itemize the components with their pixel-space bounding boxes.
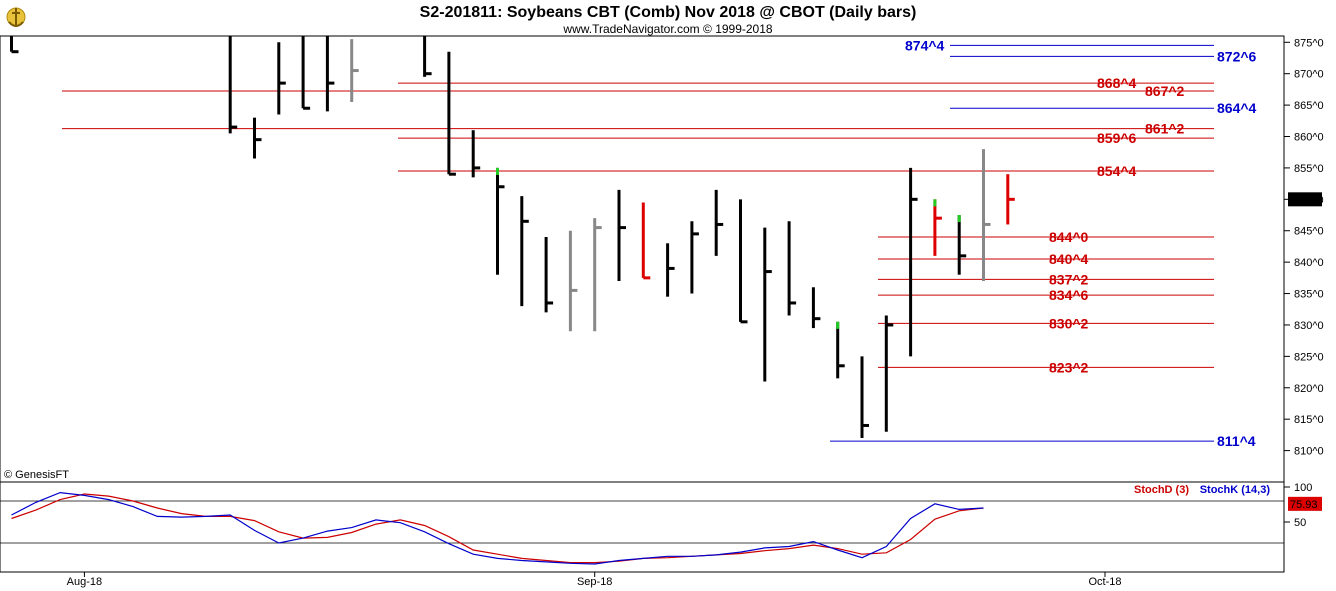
level-label: 844^0 — [1049, 229, 1089, 245]
time-tick-label: Oct-18 — [1088, 576, 1121, 588]
trade-navigator-logo — [6, 7, 26, 27]
level-label: 864^4 — [1217, 100, 1257, 116]
price-tick-label: 845^0 — [1294, 226, 1324, 238]
level-label: 868^4 — [1097, 75, 1137, 91]
level-label: 811^4 — [1217, 433, 1256, 449]
time-axis: Aug-18 Sep-18 Oct-18 — [67, 572, 1122, 588]
level-label: 861^2 — [1145, 121, 1185, 137]
stochd-legend: StochD (3) — [1134, 484, 1189, 496]
chart-subtitle: www.TradeNavigator.com © 1999-2018 — [562, 22, 772, 36]
level-label: 830^2 — [1049, 315, 1089, 331]
stochd-line — [11, 493, 984, 564]
price-axis: 875^0 870^0 865^0 860^0 855^0 850^0 845^0 840^0… — [1284, 37, 1324, 458]
price-tick-label: 815^0 — [1294, 414, 1324, 426]
level-label: 854^4 — [1097, 163, 1137, 179]
stochastic-panel-frame — [0, 481, 1285, 573]
level-label: 874^4 — [905, 37, 945, 53]
time-tick-label: Aug-18 — [67, 576, 102, 588]
level-label: 823^2 — [1049, 359, 1089, 375]
price-tick-label: 870^0 — [1294, 69, 1324, 81]
stochastic-indicator: 100 50 75.93 — [0, 482, 1322, 565]
price-tick-label: 860^0 — [1294, 132, 1324, 144]
price-tick-label: 825^0 — [1294, 351, 1324, 363]
price-tick-label: 855^0 — [1294, 163, 1324, 175]
stochk-line — [11, 491, 984, 565]
level-label: 867^2 — [1145, 83, 1185, 99]
price-tick-label: 840^0 — [1294, 257, 1324, 269]
stochk-legend: StochK (14,3) — [1200, 484, 1271, 496]
price-tick-label: 865^0 — [1294, 100, 1324, 112]
level-label: 834^6 — [1049, 287, 1089, 303]
price-tick-label: 875^0 — [1294, 37, 1324, 49]
stoch-tick-label: 50 — [1294, 517, 1306, 529]
level-label: 872^6 — [1217, 48, 1257, 64]
price-tick-label: 835^0 — [1294, 289, 1324, 301]
time-tick-label: Sep-18 — [577, 576, 612, 588]
level-label: 840^4 — [1049, 251, 1089, 267]
current-price-label: 850^0 — [1290, 194, 1320, 206]
price-tick-label: 810^0 — [1294, 446, 1324, 458]
chart-title: S2-201811: Soybeans CBT (Comb) Nov 2018 … — [420, 4, 917, 21]
stoch-current-label: 75.93 — [1290, 499, 1318, 511]
price-tick-label: 830^0 — [1294, 320, 1324, 332]
genesis-credit: © GenesisFT — [4, 469, 69, 481]
price-tick-label: 820^0 — [1294, 383, 1324, 395]
current-price-box — [1288, 192, 1322, 207]
level-label: 837^2 — [1049, 271, 1089, 287]
price-bars — [10, 36, 1015, 439]
stoch-current-box — [1288, 496, 1322, 511]
level-label: 859^6 — [1097, 130, 1137, 146]
stoch-tick-label: 100 — [1294, 482, 1312, 494]
